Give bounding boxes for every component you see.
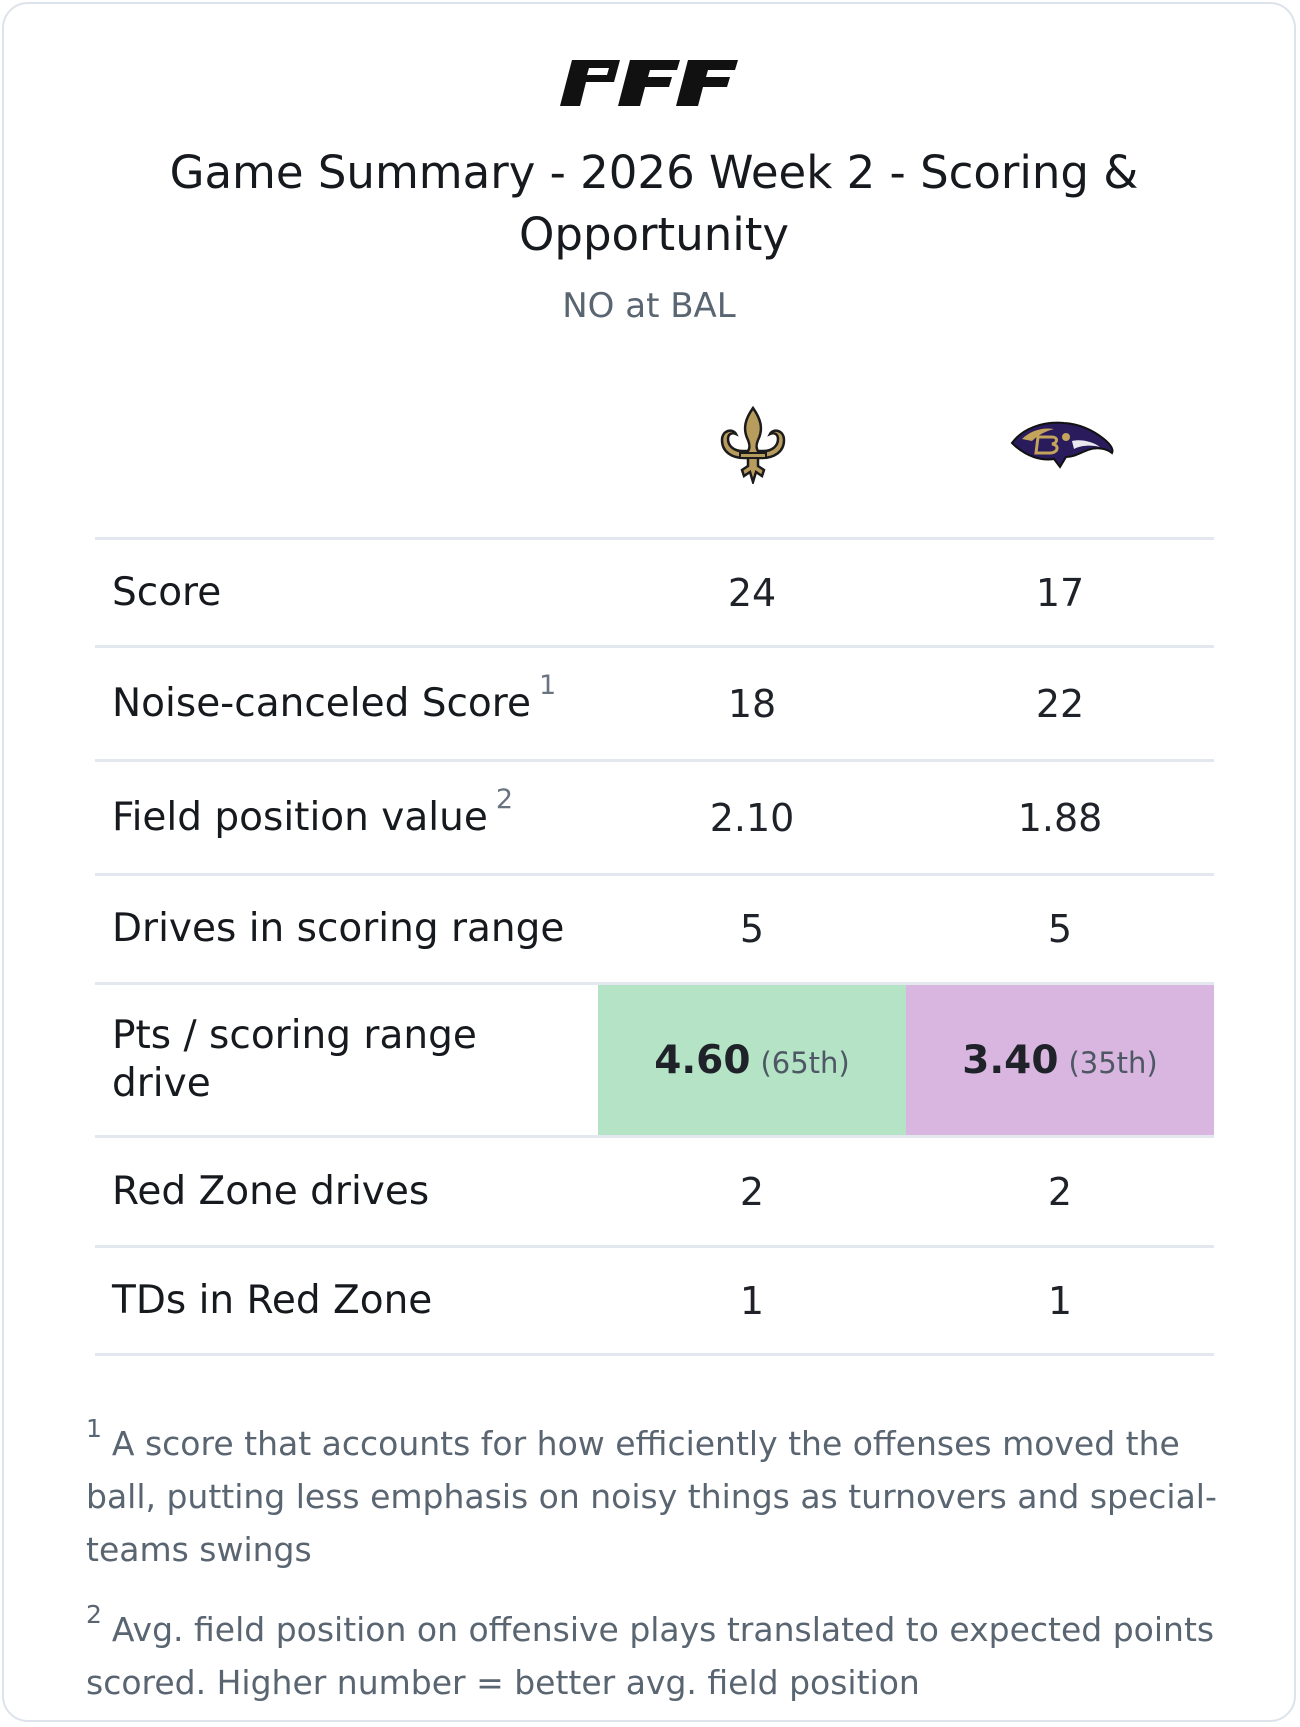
table-row-pts-per-scoring-range-drive: Pts / scoring range drive 4.60 (65th) 3.… [95, 982, 1214, 1135]
table-row-drives-in-scoring-range: Drives in scoring range 5 5 [95, 873, 1214, 982]
table-row-noise-canceled-score: Noise-canceled Score 1 18 22 [95, 645, 1214, 759]
bal-value: 2 [1047, 1169, 1073, 1214]
no-value: 24 [727, 570, 777, 615]
bal-value: 17 [1035, 570, 1085, 615]
table-row-field-position-value: Field position value 2 2.10 1.88 [95, 759, 1214, 873]
bal-value: 5 [1047, 907, 1073, 951]
no-value: 4.60 [654, 1037, 751, 1083]
page-title: Game Summary - 2026 Week 2 - Scoring & O… [169, 146, 1139, 261]
footnote-mark: 1 [86, 1414, 102, 1443]
table-row-score: Score 24 17 [95, 537, 1214, 645]
row-label: Noise-canceled Score 1 [95, 648, 598, 759]
bal-value: 1.88 [1017, 795, 1103, 840]
bal-value-highlighted: 3.40 (35th) [906, 985, 1214, 1135]
ravens-head-icon [908, 400, 1216, 490]
bal-value: 22 [1035, 681, 1085, 726]
no-value: 1 [739, 1278, 765, 1323]
no-value: 5 [739, 907, 765, 951]
footnote-text: Avg. field position on offensive plays t… [86, 1610, 1215, 1702]
saints-fleur-de-lis-icon [598, 400, 908, 490]
pff-logo-wrap [4, 60, 1294, 106]
pff-logo [560, 60, 738, 106]
table-row-red-zone-drives: Red Zone drives 2 2 [95, 1135, 1214, 1245]
row-label: TDs in Red Zone [112, 1277, 433, 1323]
footnote-text: A score that accounts for how efficientl… [86, 1424, 1217, 1569]
no-value-highlighted: 4.60 (65th) [598, 985, 906, 1135]
footnote-ref-2[interactable]: 2 [495, 783, 514, 815]
bal-percentile: (35th) [1068, 1046, 1158, 1080]
bal-value: 1 [1047, 1278, 1073, 1323]
table-row-tds-in-red-zone: TDs in Red Zone 1 1 [95, 1245, 1214, 1356]
footnote-2: 2 Avg. field position on offensive plays … [86, 1594, 1226, 1709]
stats-table: Score 24 17 Noise-canceled Score 1 18 22 … [95, 537, 1214, 1356]
no-percentile: (65th) [760, 1046, 850, 1080]
no-value: 18 [727, 681, 777, 726]
row-label: Field position value 2 [95, 762, 598, 873]
matchup-subtitle: NO at BAL [562, 286, 736, 326]
no-value: 2 [739, 1169, 765, 1214]
row-label: Pts / scoring range drive [112, 1013, 477, 1106]
footnote-mark: 2 [86, 1600, 102, 1629]
row-label: Score [112, 569, 222, 615]
row-label: Red Zone drives [112, 1168, 430, 1214]
no-value: 2.10 [709, 795, 795, 840]
row-label: Drives in scoring range [112, 906, 565, 951]
footnote-ref-1[interactable]: 1 [538, 669, 557, 701]
bal-value: 3.40 [962, 1037, 1059, 1083]
